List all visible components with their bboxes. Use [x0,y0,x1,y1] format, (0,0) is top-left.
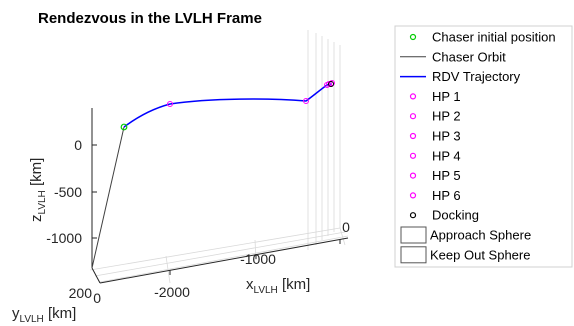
hp-6-marker [329,80,335,86]
legend-symbol [409,152,417,159]
y-tick-label: 200 [69,285,93,301]
legend-item: Chaser initial position [409,30,556,45]
legend-item: HP 6 [409,188,461,203]
z-axis-label: zLVLH [km] [28,158,48,222]
legend-label: HP 3 [432,129,461,144]
chaser-initial-position-marker [120,123,128,131]
hp-2-marker [303,98,309,104]
legend-item: Keep Out Sphere [400,246,530,264]
legend-item: HP 5 [409,168,461,183]
legend-label: HP 5 [432,168,461,183]
rdv-trajectory-line [123,83,332,128]
legend: Chaser initial position Chaser Orbit RDV T… [394,25,573,268]
legend-label: Chaser Orbit [432,49,506,64]
legend-item: Docking [409,208,479,223]
z-tick-label: 0 [74,137,82,153]
axes-grid [89,30,349,284]
legend-symbol [409,33,417,41]
legend-label: Approach Sphere [430,228,531,243]
tick-marks [92,144,341,275]
legend-label: Keep Out Sphere [430,247,530,262]
legend-item: HP 3 [409,129,461,144]
legend-item: HP 4 [409,148,461,163]
chart-title: Rendezvous in the LVLH Frame [38,10,262,27]
legend-symbol [409,93,417,100]
legend-label: HP 6 [432,188,461,203]
legend-symbol [400,246,427,264]
legend-item: RDV Trajectory [400,69,521,84]
legend-symbol [400,226,427,244]
x-tick-label: 0 [342,219,350,235]
legend-label: HP 4 [432,148,461,163]
docking-marker [328,81,334,87]
legend-symbol [409,132,417,140]
legend-label: HP 1 [432,89,461,104]
legend-symbol [409,212,417,219]
z-tick-label: -1000 [46,230,82,246]
legend-symbol [409,192,417,199]
legend-label: RDV Trajectory [432,69,521,84]
x-tick-label: -2000 [154,284,190,300]
z-tick-label: -500 [54,184,82,200]
legend-label: Chaser initial position [432,30,556,45]
legend-item: HP 1 [409,89,461,104]
legend-label: Docking [432,208,479,223]
legend-label: HP 2 [432,109,461,124]
x-tick-label: -1000 [240,251,276,267]
axis-lines [91,108,349,284]
hp-4-marker [326,81,332,87]
hp-1-marker [167,101,173,107]
y-tick-label: 0 [93,290,101,306]
legend-item: HP 2 [409,109,461,124]
y-axis-label: yLVLH [km] [12,305,76,325]
chaser-orbit-line [91,126,125,269]
legend-item: Chaser Orbit [400,49,506,64]
legend-item: Approach Sphere [400,226,531,244]
legend-symbol [409,113,417,120]
legend-symbol [409,172,417,179]
x-axis-label: xLVLH [km] [246,276,310,296]
